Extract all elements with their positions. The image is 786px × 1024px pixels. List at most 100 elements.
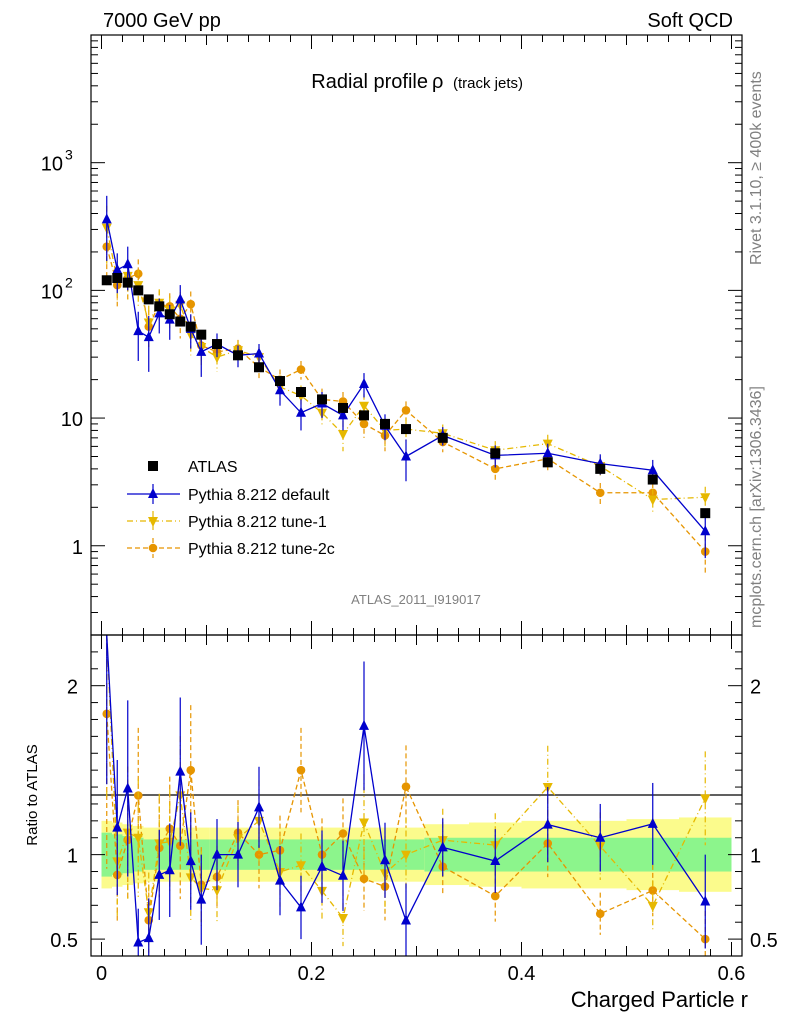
data-point	[700, 525, 711, 536]
data-point	[437, 432, 448, 443]
ratio-point	[595, 909, 605, 919]
ratio-point	[437, 841, 448, 852]
series-line-pythia-8-212-tune-2c	[106, 246, 706, 553]
ratio-point	[133, 936, 144, 947]
ratio-line-pythia-8-212-tune-1	[106, 634, 706, 920]
y-tick-label: 10	[41, 281, 63, 303]
legend-marker	[148, 488, 158, 498]
ratio-point	[647, 901, 658, 912]
data-point	[112, 263, 123, 274]
x-tick-label: 0.2	[298, 963, 326, 985]
ratio-tick-label-right: 0.5	[750, 930, 778, 952]
header-right: Soft QCD	[647, 10, 733, 32]
mcplots-label: mcplots.cern.ch [arXiv:1306.3436]	[748, 386, 765, 628]
ratio-point	[233, 848, 243, 859]
ratio-point	[338, 829, 348, 838]
data-point	[700, 493, 711, 504]
data-point	[196, 329, 207, 340]
ratio-point	[143, 932, 154, 943]
ratio-point	[648, 886, 658, 895]
data-point	[338, 409, 348, 420]
data-point	[296, 386, 306, 397]
ratio-point	[647, 817, 658, 828]
legend-marker	[148, 461, 158, 471]
y-tick-exponent: 3	[65, 147, 73, 163]
ratio-line-pythia-8-212-tune-2c	[106, 713, 706, 940]
ratio-point	[164, 864, 175, 875]
legend: ATLAS Pythia 8.212 default Pythia 8.212 tu…	[127, 459, 335, 558]
chart-title: Radial profile	[311, 71, 428, 93]
data-point	[254, 347, 264, 358]
legend-label: Pythia 8.212 tune-2c	[188, 541, 335, 558]
y-tick-exponent: 2	[65, 274, 73, 290]
data-point	[542, 457, 553, 468]
data-point	[275, 376, 285, 387]
data-point	[185, 321, 196, 332]
chart-title-symbol: ρ	[432, 71, 443, 93]
data-point	[133, 325, 144, 336]
ratio-point	[254, 801, 264, 812]
data-point	[212, 339, 222, 350]
data-point	[359, 419, 369, 429]
data-point	[143, 294, 154, 305]
band-inner-bin	[143, 839, 154, 870]
ratio-point	[122, 782, 133, 793]
data-point	[401, 406, 411, 415]
ratio-point	[185, 855, 196, 866]
band-inner-bin	[290, 839, 312, 870]
data-point	[401, 424, 411, 435]
y-tick-label: 10	[61, 409, 83, 431]
ratio-point	[112, 821, 123, 832]
data-point	[359, 410, 369, 421]
data-point	[254, 362, 264, 373]
data-point	[143, 331, 154, 342]
ratio-point	[317, 860, 327, 871]
data-point	[595, 463, 606, 474]
data-point	[154, 301, 165, 312]
ratio-point	[296, 765, 306, 775]
x-axis: 0 0.2 0.4 0.6	[96, 35, 745, 985]
data-point	[647, 464, 658, 475]
ratio-point	[133, 833, 144, 844]
data-point	[359, 401, 369, 412]
ratio-point	[380, 854, 390, 865]
ratio-tick-label-left: 2	[67, 677, 78, 699]
series-line-pythia-8-212-default	[106, 219, 706, 532]
data-point	[542, 447, 553, 458]
ratio-point	[359, 874, 369, 884]
x-tick-label: 0.6	[718, 963, 746, 985]
ratio-point	[212, 848, 222, 859]
data-point	[196, 345, 207, 356]
y-tick-label: 10	[41, 154, 63, 176]
data-point	[186, 299, 196, 309]
data-point	[233, 350, 243, 361]
ratio-tick-label-right: 2	[750, 677, 761, 699]
ratio-point	[275, 874, 285, 885]
x-axis-label: Charged Particle r	[571, 987, 748, 1012]
data-point	[647, 474, 658, 485]
data-point	[700, 508, 711, 519]
data-point	[296, 406, 306, 417]
ratio-point	[401, 914, 411, 925]
data-point	[164, 309, 175, 320]
data-point	[595, 488, 605, 498]
ratio-ylabel: Ratio to ATLAS	[24, 744, 41, 845]
ratio-tick-label-left: 0.5	[50, 930, 78, 952]
band-inner-bin	[395, 839, 425, 870]
ratio-point	[154, 868, 165, 879]
ratio-point	[490, 891, 500, 901]
ratio-line-pythia-8-212-default	[106, 634, 706, 944]
x-tick-label: 0.4	[508, 963, 536, 985]
ratio-point	[595, 831, 606, 842]
ratio-tick-label-right: 1	[750, 846, 761, 868]
ratio-point	[542, 818, 553, 829]
ratio-point	[700, 895, 711, 906]
data-point	[122, 277, 133, 288]
ratio-point	[175, 765, 186, 776]
header-left: 7000 GeV pp	[103, 10, 221, 32]
data-point	[122, 258, 133, 269]
data-point	[380, 418, 390, 429]
data-point	[101, 213, 112, 224]
ratio-point	[359, 719, 369, 730]
